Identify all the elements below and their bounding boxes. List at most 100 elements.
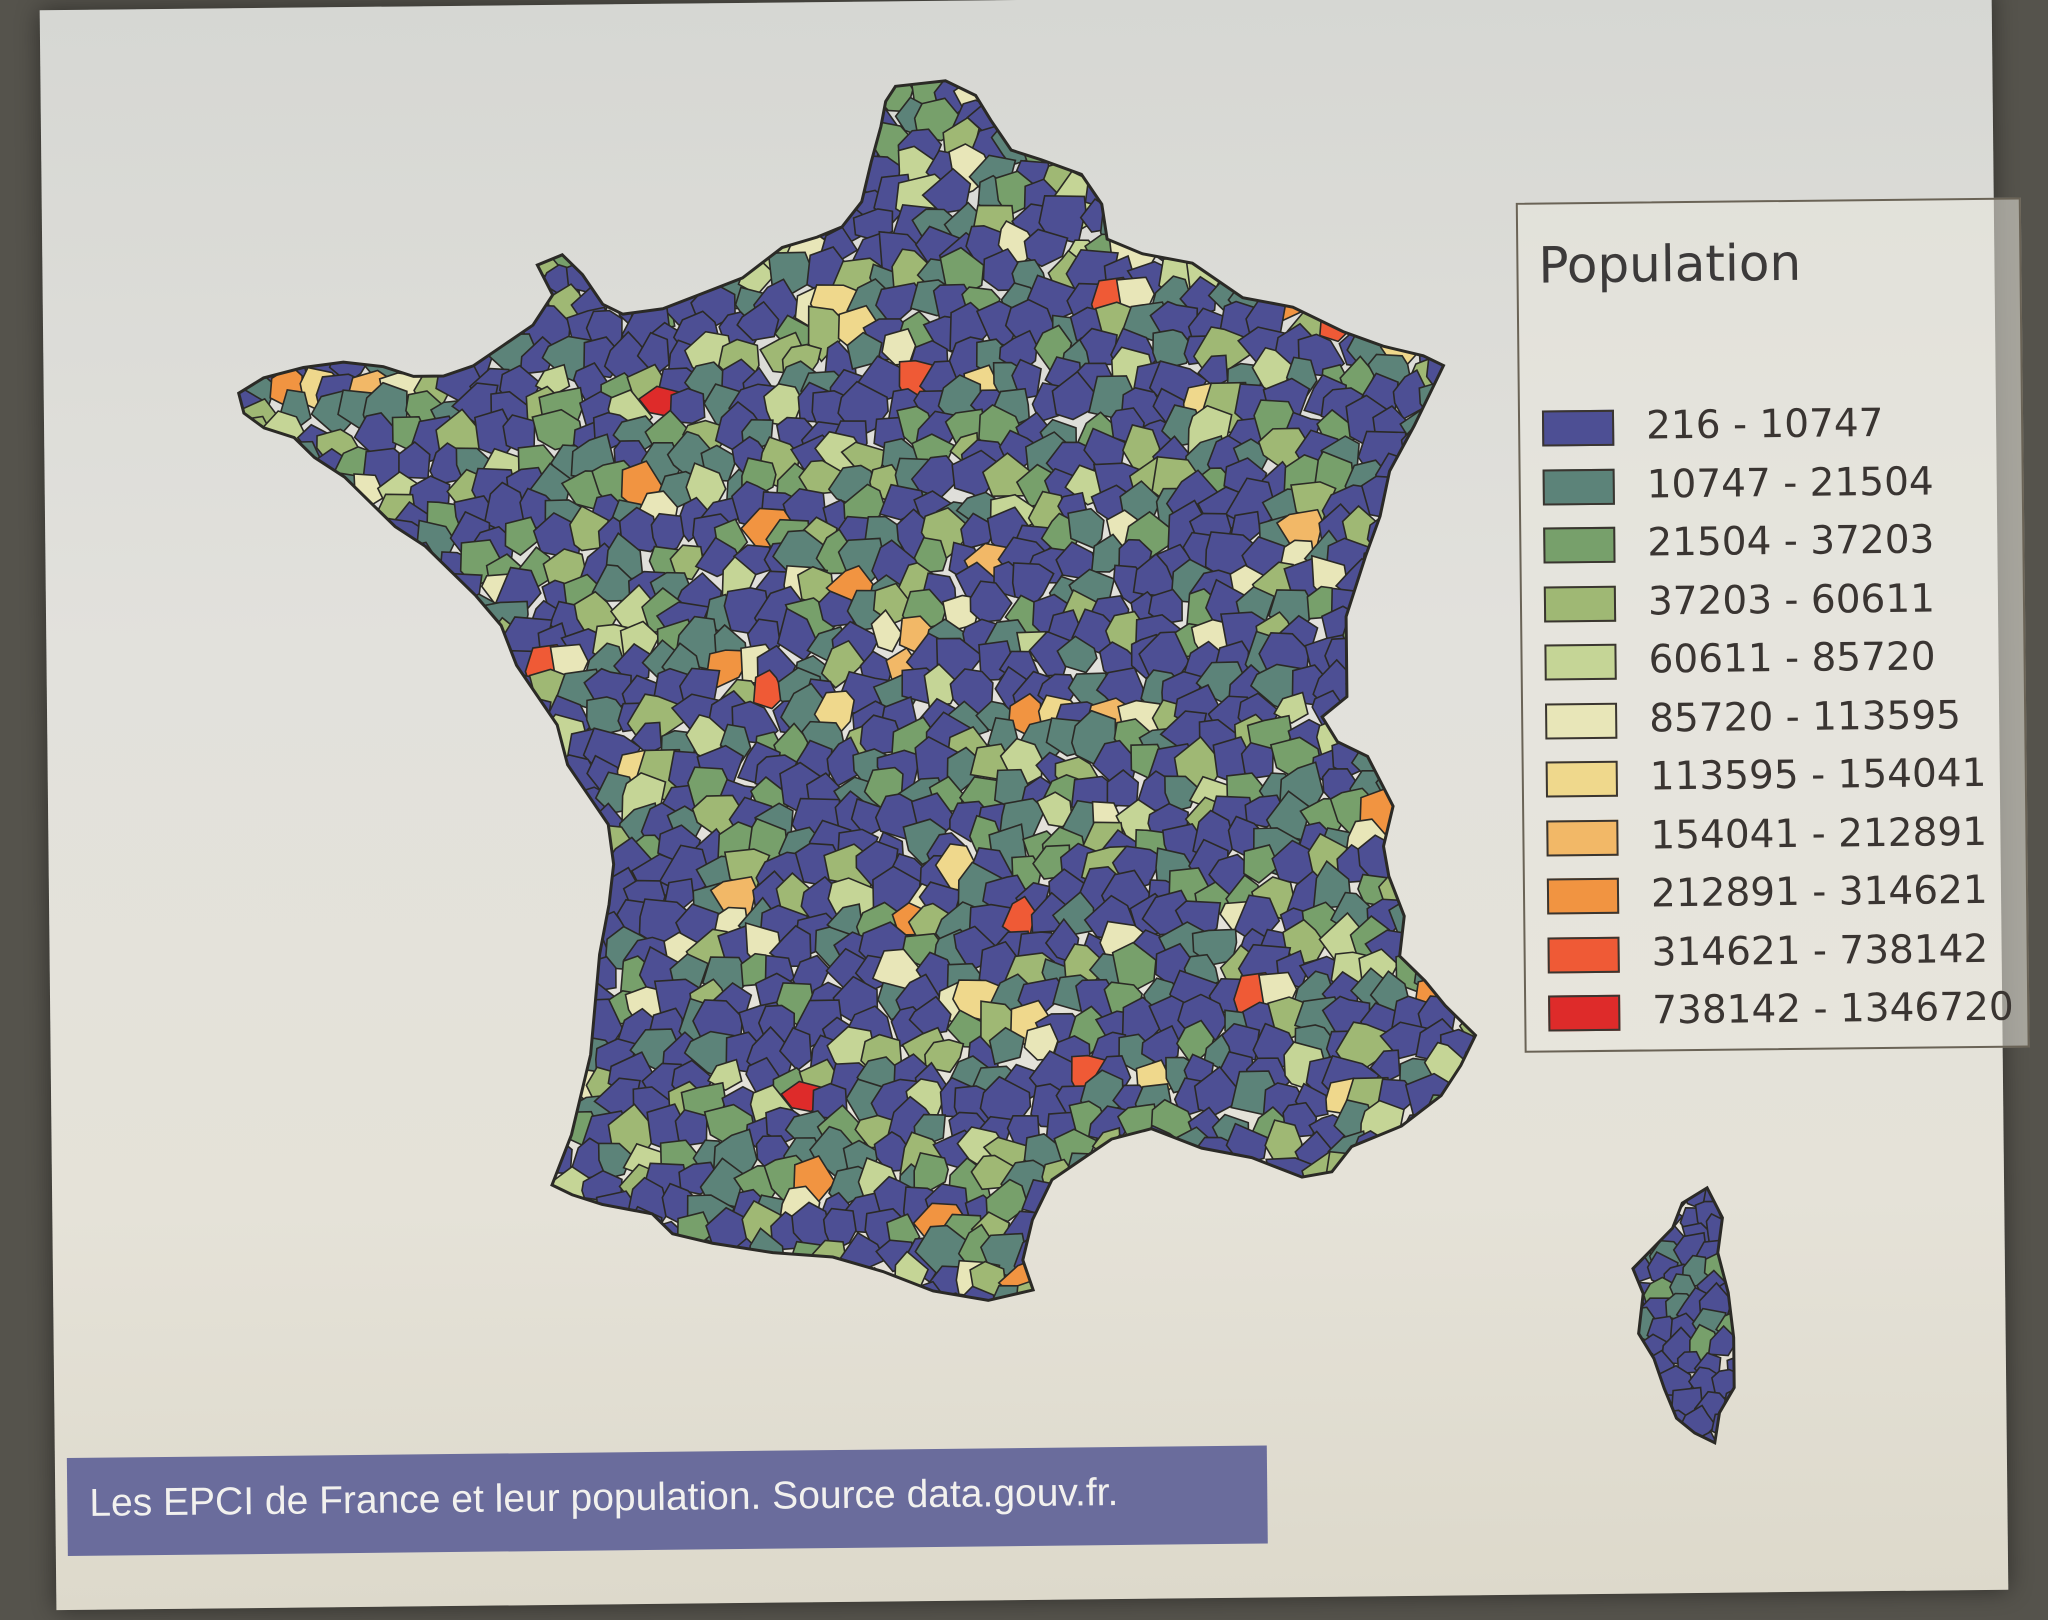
epci-area bbox=[674, 1108, 708, 1146]
epci-area bbox=[1643, 1410, 1676, 1438]
caption-text: Les EPCI de France et leur population. S… bbox=[89, 1471, 1119, 1525]
epci-area bbox=[1413, 899, 1461, 946]
epci-area bbox=[366, 650, 410, 695]
epci-area bbox=[1632, 1318, 1638, 1349]
epci-area bbox=[1452, 845, 1479, 885]
epci-area bbox=[293, 1081, 337, 1124]
epci-area bbox=[1441, 426, 1479, 474]
epci-area bbox=[1217, 144, 1257, 196]
epci-area bbox=[759, 75, 802, 111]
legend-label: 60611 - 85720 bbox=[1648, 634, 1936, 683]
epci-area bbox=[555, 791, 595, 840]
epci-area bbox=[181, 528, 229, 577]
epci-area bbox=[798, 1296, 853, 1309]
epci-area bbox=[375, 75, 417, 91]
epci-area bbox=[452, 1085, 501, 1131]
epci-area bbox=[191, 288, 233, 330]
epci-area bbox=[1119, 75, 1160, 113]
epci-area bbox=[409, 667, 458, 715]
epci-area bbox=[291, 157, 332, 197]
epci-area bbox=[1632, 1411, 1638, 1440]
epci-area bbox=[386, 1292, 433, 1309]
caption-banner: Les EPCI de France et leur population. S… bbox=[66, 1445, 1268, 1557]
epci-area bbox=[291, 109, 333, 148]
epci-area bbox=[354, 939, 391, 980]
epci-area bbox=[248, 180, 286, 215]
epci-area bbox=[187, 1037, 218, 1076]
epci-area bbox=[1347, 1226, 1399, 1281]
epci-area bbox=[380, 1067, 424, 1108]
epci-area bbox=[312, 1063, 351, 1104]
epci-area bbox=[715, 1285, 761, 1309]
epci-area bbox=[235, 1089, 244, 1137]
legend-swatch bbox=[1544, 643, 1617, 681]
epci-area bbox=[539, 81, 590, 135]
epci-area bbox=[235, 553, 254, 596]
epci-area bbox=[298, 882, 342, 925]
epci-area bbox=[171, 111, 215, 159]
epci-area bbox=[313, 563, 357, 609]
printed-page: Population 216 - 10747 10747 - 21504 215… bbox=[39, 0, 2030, 1611]
epci-area bbox=[409, 161, 453, 209]
epci-area bbox=[276, 291, 321, 337]
epci-area bbox=[673, 75, 717, 101]
epci-area bbox=[261, 1244, 310, 1293]
epci-area bbox=[1313, 251, 1348, 296]
epci-area bbox=[241, 672, 286, 730]
epci-area bbox=[426, 285, 477, 334]
epci-area bbox=[378, 775, 421, 817]
epci-area bbox=[301, 134, 336, 170]
epci-area bbox=[564, 1296, 607, 1309]
epci-area bbox=[1170, 1242, 1214, 1279]
epci-area bbox=[1111, 1275, 1156, 1309]
epci-area bbox=[1632, 1351, 1635, 1386]
epci-area bbox=[809, 127, 861, 176]
epci-area bbox=[235, 801, 273, 843]
epci-area bbox=[1375, 667, 1419, 706]
epci-area bbox=[254, 152, 306, 194]
epci-area bbox=[589, 1214, 629, 1257]
epci-area bbox=[173, 465, 219, 515]
epci-area bbox=[432, 1164, 480, 1210]
epci-area bbox=[297, 463, 335, 500]
epci-area bbox=[1359, 632, 1410, 682]
epci-area bbox=[420, 873, 464, 931]
epci-area bbox=[268, 1157, 306, 1206]
epci-area bbox=[1066, 1152, 1113, 1203]
epci-area bbox=[302, 630, 337, 671]
france-epci-map bbox=[171, 73, 1737, 1446]
epci-area bbox=[485, 681, 527, 722]
epci-area bbox=[1076, 1196, 1122, 1229]
epci-area bbox=[924, 1038, 965, 1074]
epci-area bbox=[553, 847, 596, 891]
epci-area bbox=[1323, 171, 1368, 228]
epci-area bbox=[349, 1064, 394, 1106]
legend-swatch bbox=[1546, 819, 1619, 857]
epci-area bbox=[1459, 686, 1479, 734]
epci-area bbox=[373, 604, 406, 643]
epci-area bbox=[1347, 1273, 1392, 1309]
epci-area bbox=[369, 1004, 418, 1050]
epci-area bbox=[1316, 121, 1366, 180]
epci-area bbox=[1216, 1162, 1264, 1203]
epci-area bbox=[360, 1199, 403, 1238]
epci-area bbox=[1403, 864, 1453, 906]
epci-area bbox=[1071, 124, 1122, 172]
epci-area bbox=[1632, 1426, 1661, 1444]
epci-area bbox=[1397, 253, 1447, 302]
epci-area bbox=[1155, 141, 1203, 182]
epci-area bbox=[845, 75, 889, 120]
epci-area bbox=[1382, 737, 1439, 786]
epci-area bbox=[1161, 101, 1203, 133]
epci-area bbox=[998, 329, 1038, 373]
epci-area bbox=[302, 242, 343, 285]
epci-area bbox=[1396, 225, 1431, 268]
epci-area bbox=[240, 993, 289, 1035]
epci-area bbox=[1422, 534, 1467, 578]
epci-area bbox=[1280, 256, 1314, 303]
epci-area bbox=[284, 1165, 319, 1205]
epci-area bbox=[322, 102, 366, 159]
epci-area bbox=[505, 975, 551, 1023]
epci-area bbox=[1337, 156, 1379, 196]
epci-area bbox=[1055, 1231, 1090, 1269]
